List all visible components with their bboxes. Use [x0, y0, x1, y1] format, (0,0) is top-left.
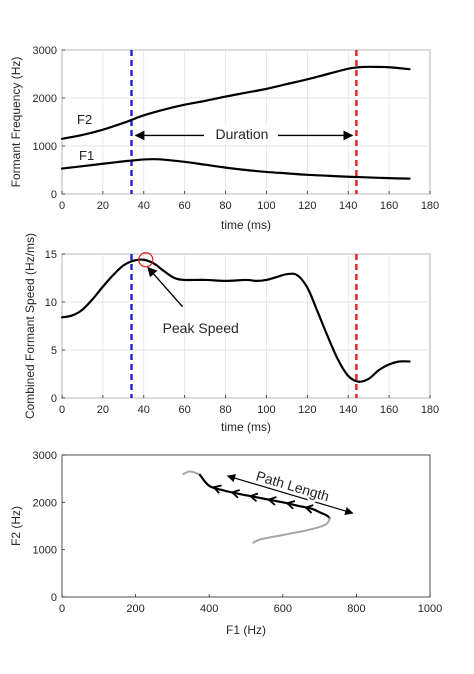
- series-line: [60, 65, 411, 140]
- peak-arrow: [147, 266, 184, 308]
- formant-frequency-panel: 0 1000 2000 3000 0 20 40 60 80 100 120 140 160 180 F…: [9, 45, 439, 232]
- series-line: [60, 158, 411, 180]
- x-tick-label: 120: [298, 404, 316, 416]
- plot-area: [61, 253, 431, 399]
- y-tick-label: 2000: [33, 497, 57, 509]
- direction-arrowhead: [211, 484, 222, 494]
- x-tick-label: 80: [219, 200, 231, 212]
- y-axis-label: Combined Formant Speed (Hz/ms): [23, 233, 37, 419]
- x-tick-label: 200: [126, 603, 144, 615]
- y-tick-label: 5: [51, 345, 57, 357]
- series-line: [182, 470, 201, 476]
- x-tick-label: 400: [200, 603, 218, 615]
- grid: [61, 253, 431, 399]
- x-tick-label: 1000: [418, 603, 442, 615]
- markers: [130, 50, 358, 194]
- x-tick-label: 40: [138, 200, 150, 212]
- y-tick-label: 0: [51, 393, 57, 405]
- peak-speed-label: Peak Speed: [163, 320, 239, 336]
- y-axis-label: F2 (Hz): [9, 506, 23, 546]
- x-tick-label: 60: [179, 200, 191, 212]
- x-tick-label: 60: [179, 404, 191, 416]
- y-axis-label: Formant Frequency (Hz): [9, 57, 23, 188]
- x-tick-label: 180: [421, 404, 439, 416]
- x-tick-label: 140: [339, 200, 357, 212]
- y-tick-label: 3000: [33, 45, 57, 57]
- x-tick-label: 0: [59, 404, 65, 416]
- y-tick-label: 1000: [33, 545, 57, 557]
- x-tick-label: 100: [257, 404, 275, 416]
- series-label-f1: F1: [79, 148, 94, 163]
- x-tick-label: 100: [257, 200, 275, 212]
- y-tick-label: 0: [51, 592, 57, 604]
- x-tick-label: 180: [421, 200, 439, 212]
- y-tick-label: 3000: [33, 450, 57, 462]
- x-tick-label: 160: [380, 404, 398, 416]
- series-line: [60, 258, 411, 383]
- y-tick-label: 0: [51, 189, 57, 201]
- y-ticks: 0 5 10 15: [45, 249, 65, 405]
- x-tick-label: 20: [97, 200, 109, 212]
- x-tick-label: 140: [339, 404, 357, 416]
- plot-area: [61, 49, 431, 195]
- path-length-arrow: [226, 474, 354, 516]
- y-tick-label: 2000: [33, 93, 57, 105]
- series-line: [252, 517, 331, 544]
- x-tick-label: 20: [97, 404, 109, 416]
- series-group: [60, 65, 411, 180]
- formant-speed-panel: 0 5 10 15 0 20 40 60 80 100 120 140 160 180 Peak Spe…: [23, 233, 439, 434]
- y-tick-label: 1000: [33, 141, 57, 153]
- grid: [61, 49, 431, 195]
- x-tick-label: 600: [274, 603, 292, 615]
- series-label-f2: F2: [77, 112, 92, 127]
- x-axis-label: F1 (Hz): [226, 623, 266, 637]
- x-tick-label: 0: [59, 603, 65, 615]
- x-ticks: 0 20 40 60 80 100 120 140 160 180: [59, 395, 439, 416]
- y-ticks: 0 1000 2000 3000: [33, 450, 65, 604]
- duration-label-background: [204, 124, 278, 144]
- duration-label: Duration: [216, 126, 269, 142]
- x-tick-label: 160: [380, 200, 398, 212]
- y-tick-label: 15: [45, 249, 57, 261]
- x-ticks: 0 200 400 600 800 1000: [59, 594, 442, 615]
- y-ticks: 0 1000 2000 3000: [33, 45, 65, 201]
- x-ticks: 0 20 40 60 80 100 120 140 160 180: [59, 191, 439, 212]
- markers: [130, 254, 358, 398]
- x-tick-label: 80: [219, 404, 231, 416]
- series-group: [60, 258, 411, 383]
- x-tick-label: 40: [138, 404, 150, 416]
- x-tick-label: 120: [298, 200, 316, 212]
- plot-area: [61, 454, 431, 598]
- x-axis-label: time (ms): [221, 218, 271, 232]
- x-axis-label: time (ms): [221, 420, 271, 434]
- x-tick-label: 0: [59, 200, 65, 212]
- x-tick-label: 800: [347, 603, 365, 615]
- y-tick-label: 10: [45, 297, 57, 309]
- peak-marker: [138, 252, 154, 268]
